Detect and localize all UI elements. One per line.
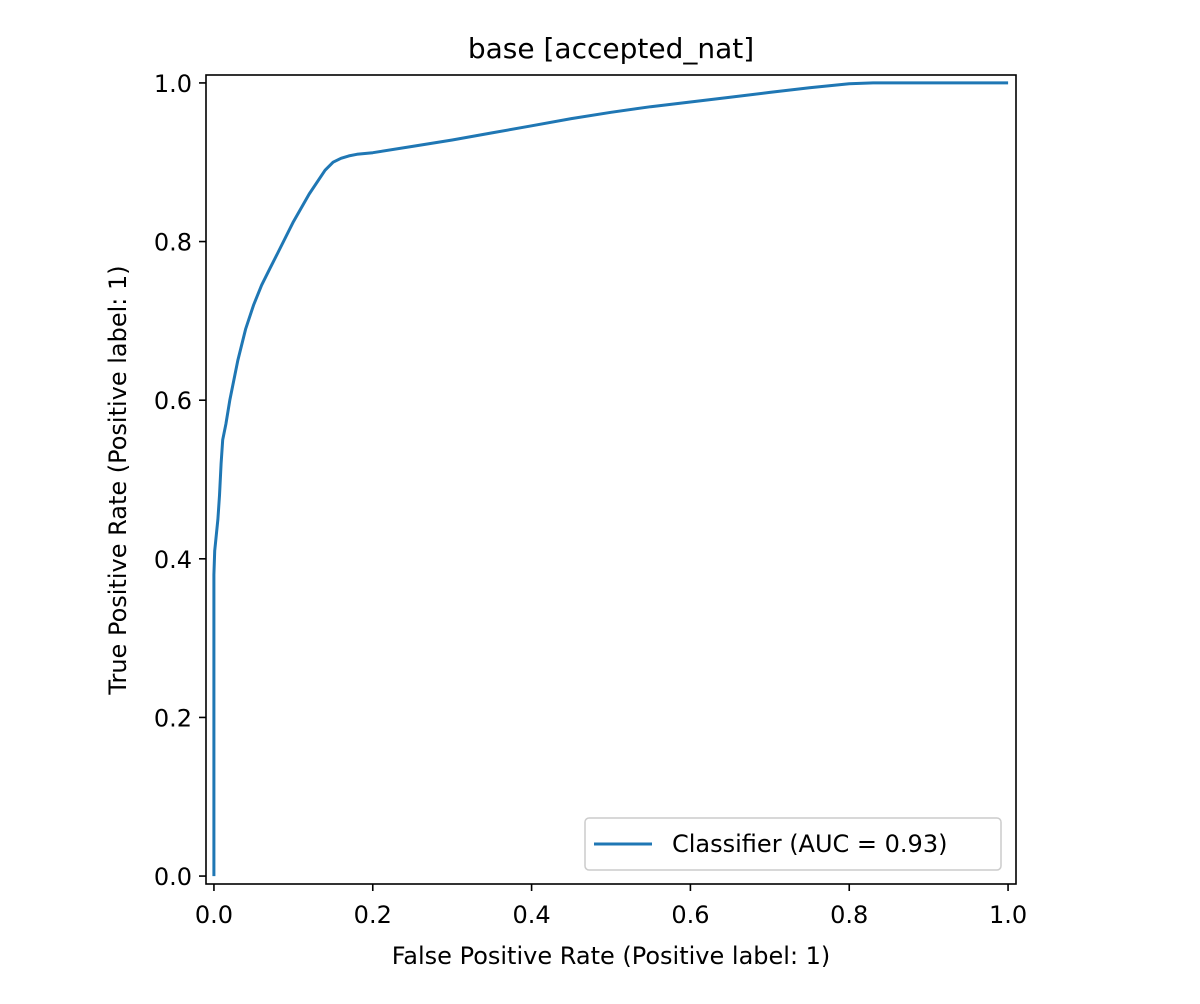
plot-area: [212, 81, 1009, 877]
x-tick-label: 0.6: [671, 901, 709, 929]
y-tick-label: 0.8: [154, 229, 192, 257]
x-axis-label: False Positive Rate (Positive label: 1): [392, 942, 831, 970]
x-tick-label: 0.2: [354, 901, 392, 929]
y-axis-ticks: 0.0 0.2 0.4 0.6 0.8 1.0: [154, 70, 206, 891]
y-tick-label: 0.2: [154, 704, 192, 732]
chart-title: base [accepted_nat]: [468, 32, 754, 65]
x-tick-label: 0.0: [195, 901, 233, 929]
roc-curve-line: [212, 81, 1009, 877]
x-tick-label: 0.8: [830, 901, 868, 929]
x-axis-ticks: 0.0 0.2 0.4 0.6 0.8 1.0: [195, 884, 1027, 929]
legend-entry-label: Classifier (AUC = 0.93): [672, 830, 947, 858]
y-axis-label: True Positive Rate (Positive label: 1): [104, 265, 132, 695]
y-tick-label: 0.6: [154, 387, 192, 415]
y-tick-label: 1.0: [154, 70, 192, 98]
y-tick-label: 0.4: [154, 546, 192, 574]
y-tick-label: 0.0: [154, 863, 192, 891]
axes-frame: [205, 74, 1017, 885]
x-tick-label: 0.4: [513, 901, 551, 929]
legend-box: [584, 817, 1002, 871]
x-tick-label: 1.0: [989, 901, 1027, 929]
legend: Classifier (AUC = 0.93): [584, 817, 1002, 871]
